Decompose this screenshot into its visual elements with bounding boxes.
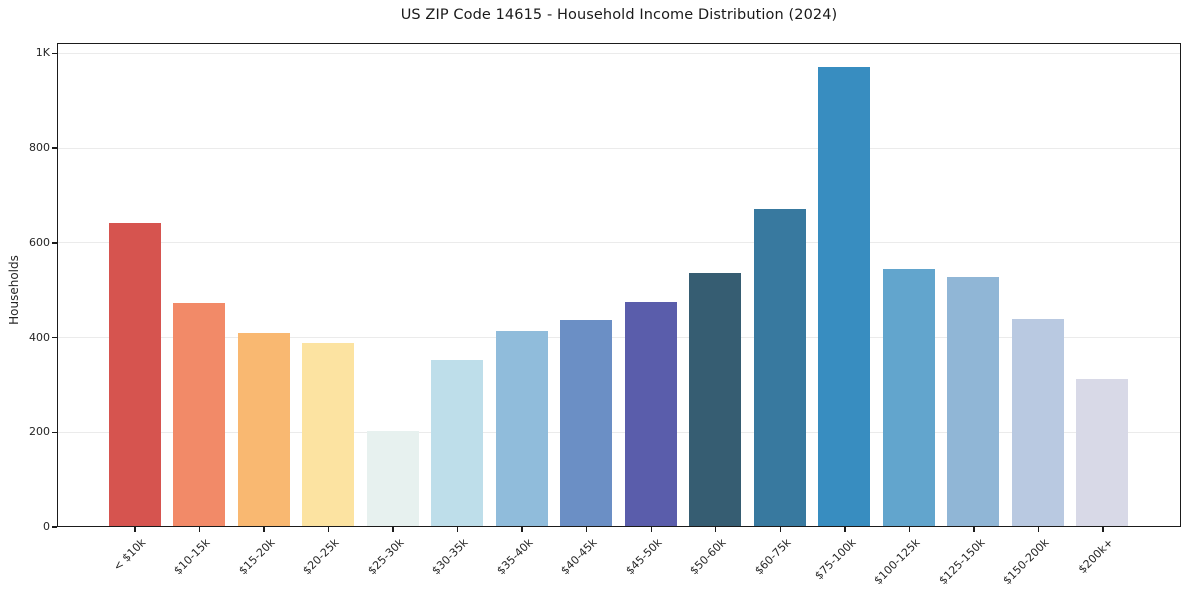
x-tick-label: $50-60k <box>687 536 729 578</box>
x-tick <box>586 527 588 532</box>
x-tick-label: $10-15k <box>171 536 213 578</box>
y-tick <box>52 147 57 149</box>
x-tick <box>1102 527 1104 532</box>
bar--100-125k <box>882 268 935 526</box>
x-tick-label: $45-50k <box>623 536 665 578</box>
x-tick <box>715 527 717 532</box>
x-tick <box>134 527 136 532</box>
y-tick-label: 200 <box>29 425 50 439</box>
gridline <box>58 147 1180 149</box>
x-tick-label: $200k+ <box>1076 536 1117 577</box>
bar--40-45k <box>560 320 613 526</box>
bar--75-100k <box>818 66 871 526</box>
chart-title: US ZIP Code 14615 - Household Income Dis… <box>400 7 838 23</box>
gridline <box>58 337 1180 339</box>
y-axis-label: Households <box>7 255 21 325</box>
x-tick-label: $35-40k <box>494 536 536 578</box>
bar--150-200k <box>1011 318 1064 526</box>
x-tick-label: $15-20k <box>235 536 278 578</box>
x-tick-label: $60-75k <box>752 536 794 578</box>
x-tick-label: $100-125k <box>871 536 923 588</box>
y-tick <box>52 52 57 55</box>
bar--25-30k <box>366 431 419 526</box>
bar--35-40k <box>495 330 548 526</box>
x-tick <box>263 527 265 532</box>
bar--45-50k <box>624 301 677 526</box>
x-tick <box>973 527 975 532</box>
x-tick <box>779 527 781 532</box>
x-tick <box>198 527 201 532</box>
y-tick <box>52 431 57 433</box>
bar--60-75k <box>753 208 806 526</box>
y-tick <box>52 526 57 528</box>
x-tick-label: $125-150k <box>935 536 988 588</box>
y-tick-label: 800 <box>29 141 50 155</box>
x-tick-label: < $10k <box>110 536 149 574</box>
x-tick <box>908 527 911 532</box>
x-tick <box>650 527 652 532</box>
bar--50-60k <box>689 272 742 526</box>
bar--15-20k <box>237 332 290 526</box>
x-tick <box>327 527 330 532</box>
y-tick-label: 0 <box>43 520 50 533</box>
bar--10k <box>108 222 161 526</box>
x-tick <box>521 527 523 532</box>
gridline <box>58 52 1180 54</box>
x-tick <box>392 527 394 532</box>
x-tick-label: $150-200k <box>1000 536 1052 588</box>
gridline <box>58 431 1180 433</box>
bar--30-35k <box>431 360 484 526</box>
bar--125-150k <box>947 277 1000 526</box>
bar--200k+ <box>1076 378 1129 526</box>
x-tick-label: $30-35k <box>429 536 471 578</box>
y-tick <box>52 242 57 244</box>
x-tick-label: $75-100k <box>811 536 859 583</box>
bar--10-15k <box>173 302 226 526</box>
y-tick-label: 1K <box>35 46 50 60</box>
y-tick-label: 600 <box>29 235 50 249</box>
bar--20-25k <box>302 343 355 526</box>
x-tick <box>1037 527 1040 532</box>
x-tick <box>844 527 846 532</box>
y-tick-label: 400 <box>29 330 50 344</box>
x-tick-label: $20-25k <box>300 536 342 578</box>
y-tick <box>52 336 57 339</box>
x-tick <box>456 527 459 532</box>
x-tick-label: $40-45k <box>558 536 600 578</box>
gridline <box>58 242 1180 244</box>
x-tick-label: $25-30k <box>365 536 407 578</box>
plot-area <box>57 43 1181 527</box>
